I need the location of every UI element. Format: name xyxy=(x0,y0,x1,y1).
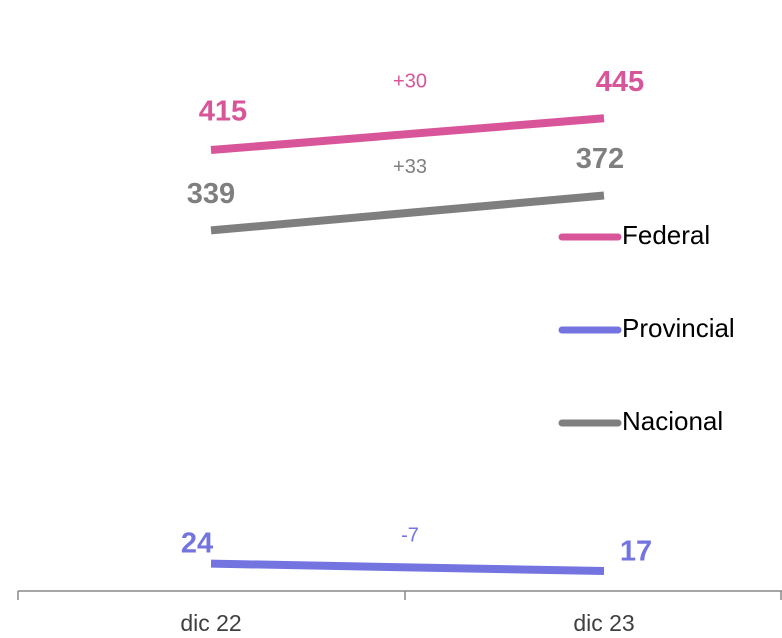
data-label: 445 xyxy=(596,66,644,98)
legend-label: Provincial xyxy=(622,313,735,343)
series-line xyxy=(210,114,605,155)
data-label: 339 xyxy=(187,178,235,210)
change-annotation: -7 xyxy=(401,525,419,547)
legend-label: Federal xyxy=(622,220,710,250)
series-line xyxy=(210,559,605,576)
x-tick-label: dic 23 xyxy=(573,610,634,636)
change-annotation: +30 xyxy=(393,70,427,92)
data-label: 17 xyxy=(620,536,652,568)
series-line xyxy=(210,191,605,235)
data-label: 415 xyxy=(199,96,247,128)
data-label: 372 xyxy=(576,143,624,175)
x-tick-label: dic 22 xyxy=(180,610,241,636)
legend-label: Nacional xyxy=(622,406,723,436)
change-annotation: +33 xyxy=(393,156,427,178)
data-label: 24 xyxy=(181,527,213,559)
